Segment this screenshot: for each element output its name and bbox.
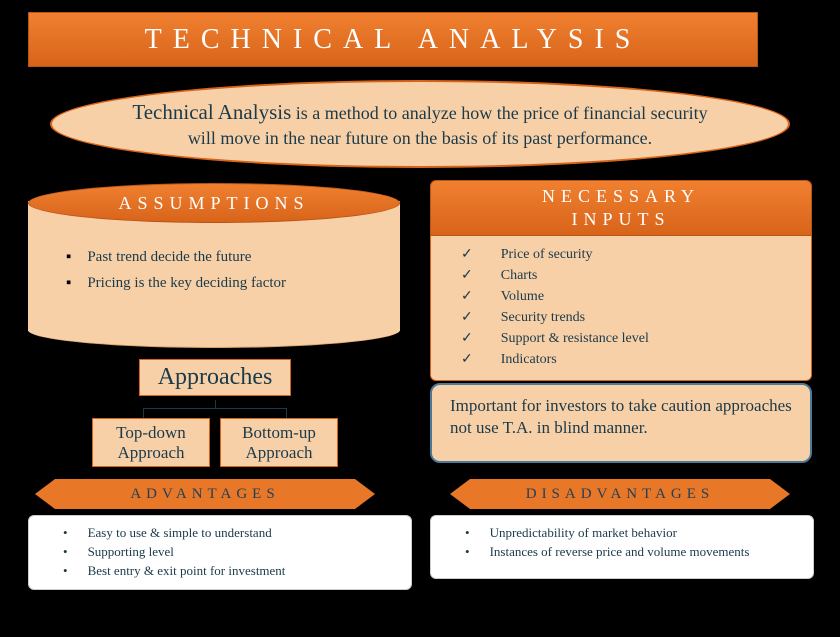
inputs-panel: NECESSARY INPUTS Price of security Chart… bbox=[430, 180, 812, 381]
approach-item: Bottom-up Approach bbox=[220, 418, 338, 467]
list-item: Instances of reverse price and volume mo… bbox=[465, 543, 801, 562]
list-item: Charts bbox=[461, 265, 801, 286]
approaches-block: Approaches Top-down Approach Bottom-up A… bbox=[85, 359, 345, 467]
definition-ellipse: Technical Analysis is a method to analyz… bbox=[50, 80, 790, 168]
title-banner: TECHNICAL ANALYSIS bbox=[28, 12, 758, 67]
definition-lead: Technical Analysis bbox=[132, 100, 291, 124]
list-item: Indicators bbox=[461, 349, 801, 370]
definition-text: Technical Analysis is a method to analyz… bbox=[132, 98, 708, 151]
list-item: Past trend decide the future bbox=[66, 245, 286, 271]
advantages-box: Easy to use & simple to understand Suppo… bbox=[28, 515, 412, 590]
list-item: Support & resistance level bbox=[461, 328, 801, 349]
assumptions-cylinder: ASSUMPTIONS Past trend decide the future… bbox=[28, 183, 400, 348]
disadvantages-list: Unpredictability of market behavior Inst… bbox=[465, 524, 801, 562]
disadvantages-banner: DISADVANTAGES bbox=[470, 479, 770, 509]
assumptions-header-text: ASSUMPTIONS bbox=[118, 193, 309, 214]
assumptions-list: Past trend decide the future Pricing is … bbox=[66, 245, 286, 296]
list-item: Best entry & exit point for investment bbox=[63, 562, 399, 581]
approaches-header: Approaches bbox=[139, 359, 292, 396]
cylinder-bottom bbox=[28, 312, 400, 348]
approaches-tree-connector bbox=[85, 400, 345, 418]
disadvantages-box: Unpredictability of market behavior Inst… bbox=[430, 515, 814, 579]
approaches-row: Top-down Approach Bottom-up Approach bbox=[85, 418, 345, 467]
caution-note-text: Important for investors to take caution … bbox=[450, 396, 792, 437]
advantages-banner: ADVANTAGES bbox=[55, 479, 355, 509]
caution-note: Important for investors to take caution … bbox=[430, 383, 812, 463]
inputs-header: NECESSARY INPUTS bbox=[430, 180, 812, 236]
list-item: Price of security bbox=[461, 244, 801, 265]
inputs-header-line1: NECESSARY bbox=[431, 185, 811, 208]
disadvantages-header-text: DISADVANTAGES bbox=[526, 486, 715, 503]
list-item: Easy to use & simple to understand bbox=[63, 524, 399, 543]
list-item: Security trends bbox=[461, 307, 801, 328]
advantages-header-text: ADVANTAGES bbox=[130, 486, 279, 503]
title-text: TECHNICAL ANALYSIS bbox=[145, 24, 642, 56]
list-item: Unpredictability of market behavior bbox=[465, 524, 801, 543]
inputs-header-line2: INPUTS bbox=[431, 208, 811, 231]
inputs-list: Price of security Charts Volume Security… bbox=[461, 244, 801, 370]
list-item: Pricing is the key deciding factor bbox=[66, 271, 286, 297]
approach-item: Top-down Approach bbox=[92, 418, 210, 467]
advantages-list: Easy to use & simple to understand Suppo… bbox=[63, 524, 399, 581]
inputs-body: Price of security Charts Volume Security… bbox=[430, 236, 812, 381]
list-item: Volume bbox=[461, 286, 801, 307]
list-item: Supporting level bbox=[63, 543, 399, 562]
assumptions-header: ASSUMPTIONS bbox=[28, 183, 400, 223]
